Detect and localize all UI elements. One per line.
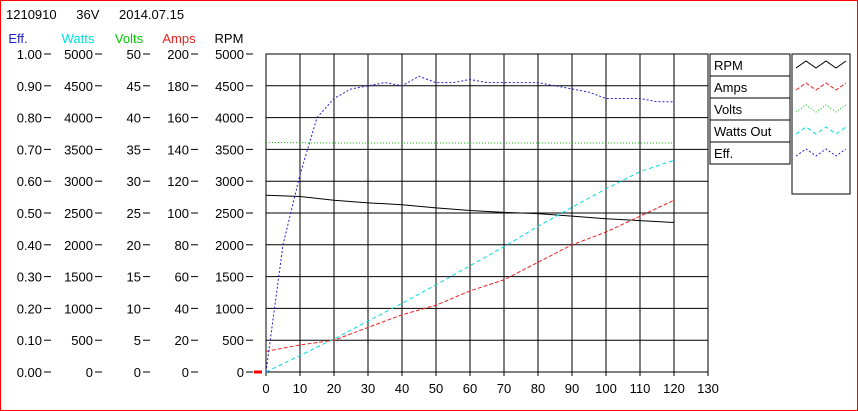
y-tick-label: 20 xyxy=(127,238,141,253)
y-tick-label: 0.40 xyxy=(17,238,42,253)
y-tick-label: 25 xyxy=(127,206,141,221)
legend-label-rpm: RPM xyxy=(714,58,743,73)
y-tick-label: 3500 xyxy=(64,142,93,157)
test-header: 1210910 36V 2014.07.15 xyxy=(6,7,200,22)
y-tick-label: 4000 xyxy=(64,111,93,126)
x-tick-label: 0 xyxy=(262,381,269,396)
y-tick-label: 4500 xyxy=(215,79,244,94)
y-tick-label: 0 xyxy=(134,365,141,380)
x-tick-label: 60 xyxy=(463,381,477,396)
y-tick-label: 1.00 xyxy=(17,47,42,62)
axis-label-amps: Amps xyxy=(162,31,196,46)
axis-label-eff: Eff. xyxy=(8,31,27,46)
y-tick-label: 2000 xyxy=(64,238,93,253)
x-tick-label: 100 xyxy=(595,381,617,396)
y-tick-label: 1500 xyxy=(64,270,93,285)
axis-label-rpm: RPM xyxy=(215,31,244,46)
series-line-rpm xyxy=(265,194,675,224)
x-tick-label: 50 xyxy=(429,381,443,396)
y-tick-label: 80 xyxy=(175,238,189,253)
y-tick-label: 0.00 xyxy=(17,365,42,380)
y-tick-label: 10 xyxy=(127,301,141,316)
x-tick-label: 80 xyxy=(531,381,545,396)
axis-label-watts: Watts xyxy=(62,31,95,46)
y-tick-label: 0.60 xyxy=(17,174,42,189)
y-tick-label: 0.50 xyxy=(17,206,42,221)
y-tick-label: 5 xyxy=(134,333,141,348)
y-tick-label: 160 xyxy=(167,111,189,126)
y-tick-label: 3500 xyxy=(215,142,244,157)
y-tick-label: 40 xyxy=(127,111,141,126)
y-tick-label: 2500 xyxy=(64,206,93,221)
y-tick-label: 20 xyxy=(175,333,189,348)
y-tick-label: 0.80 xyxy=(17,111,42,126)
legend-label-wattsout: Watts Out xyxy=(714,124,772,139)
legend-swatch-rpm xyxy=(795,60,847,69)
y-tick-label: 0.10 xyxy=(17,333,42,348)
test-id: 1210910 xyxy=(6,7,57,22)
y-tick-label: 180 xyxy=(167,79,189,94)
test-voltage: 36V xyxy=(76,7,100,22)
x-tick-label: 70 xyxy=(497,381,511,396)
y-tick-label: 0.90 xyxy=(17,79,42,94)
y-tick-label: 3000 xyxy=(64,174,93,189)
axis-label-volts: Volts xyxy=(115,31,144,46)
legend-swatch-box xyxy=(791,53,851,195)
y-tick-label: 0 xyxy=(182,365,189,380)
y-tick-label: 4500 xyxy=(64,79,93,94)
y-tick-label: 0.30 xyxy=(17,270,42,285)
y-tick-label: 200 xyxy=(167,47,189,62)
y-tick-label: 60 xyxy=(175,270,189,285)
y-tick-label: 50 xyxy=(127,47,141,62)
y-tick-label: 0.70 xyxy=(17,142,42,157)
y-tick-label: 30 xyxy=(127,174,141,189)
y-tick-label: 120 xyxy=(167,174,189,189)
x-tick-label: 110 xyxy=(630,381,651,396)
legend-label-eff: Eff. xyxy=(714,146,733,161)
y-tick-label: 45 xyxy=(127,79,141,94)
y-tick-label: 1000 xyxy=(64,301,93,316)
x-tick-label: 20 xyxy=(327,381,341,396)
y-tick-label: 0.20 xyxy=(17,301,42,316)
y-tick-label: 5000 xyxy=(64,47,93,62)
y-tick-label: 35 xyxy=(127,142,141,157)
legend-swatch-amps xyxy=(795,82,847,91)
y-tick-label: 500 xyxy=(222,333,244,348)
y-tick-label: 100 xyxy=(167,206,189,221)
x-tick-label: 40 xyxy=(395,381,409,396)
legend-label-volts: Volts xyxy=(714,102,743,117)
x-tick-label: 120 xyxy=(663,381,685,396)
y-tick-label: 15 xyxy=(127,270,141,285)
series-line-eff xyxy=(265,75,674,373)
series-line-amps xyxy=(265,199,675,352)
test-date: 2014.07.15 xyxy=(119,7,185,22)
x-tick-label: 90 xyxy=(565,381,579,396)
y-tick-label: 140 xyxy=(167,142,189,157)
y-tick-label: 3000 xyxy=(215,174,244,189)
y-tick-label: 5000 xyxy=(215,47,244,62)
y-tick-label: 4000 xyxy=(215,111,244,126)
legend-box xyxy=(709,53,791,165)
y-tick-label: 1000 xyxy=(215,301,244,316)
y-tick-label: 1500 xyxy=(215,270,244,285)
legend-label-amps: Amps xyxy=(714,80,748,95)
legend-swatch-wattsout xyxy=(795,126,847,135)
y-tick-label: 2000 xyxy=(215,238,244,253)
legend-swatch-volts xyxy=(795,104,847,113)
series-line-volts xyxy=(265,141,674,144)
y-tick-label: 500 xyxy=(71,333,93,348)
y-tick-label: 40 xyxy=(175,301,189,316)
y-tick-label: 2500 xyxy=(215,206,244,221)
x-tick-label: 30 xyxy=(361,381,375,396)
y-tick-label: 0 xyxy=(237,365,244,380)
y-tick-label: 0 xyxy=(86,365,93,380)
x-tick-label: 130 xyxy=(697,381,719,396)
series-line-wattsout xyxy=(265,159,675,373)
x-tick-label: 10 xyxy=(293,381,307,396)
